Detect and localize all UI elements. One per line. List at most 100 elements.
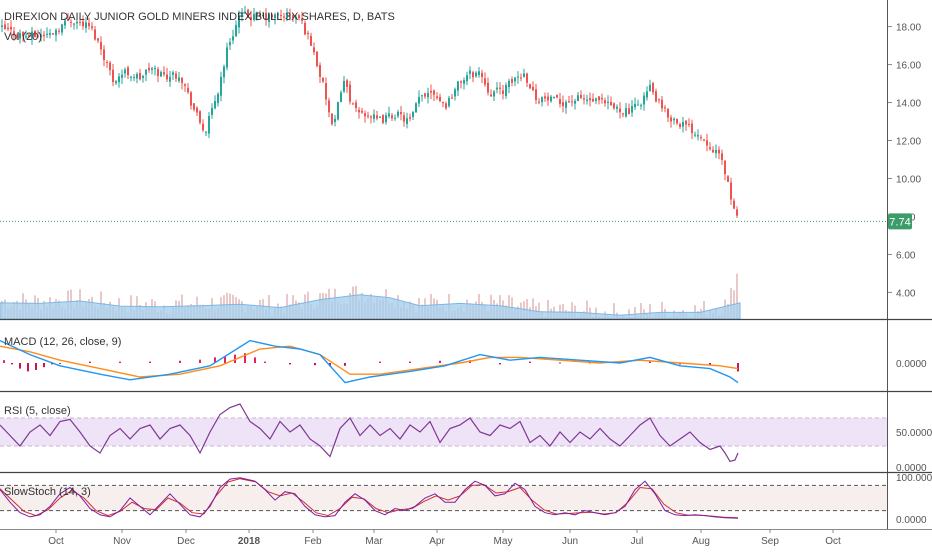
last-price-badge: 7.74	[888, 213, 912, 230]
macd-histogram-bar	[649, 361, 651, 363]
macd-histogram-bar	[264, 361, 266, 363]
candle-body	[511, 79, 513, 83]
candle-body	[25, 36, 27, 38]
candle-body	[412, 112, 414, 118]
price-candles	[1, 5, 738, 218]
macd-histogram-bar	[329, 363, 331, 367]
candle-body	[535, 89, 537, 101]
candle-body	[205, 131, 207, 133]
candle-body	[388, 113, 390, 117]
candle-body	[280, 15, 282, 17]
candle-body	[133, 77, 135, 79]
macd-histogram-bar	[379, 361, 381, 363]
candle-body	[289, 14, 291, 16]
candle-body	[613, 103, 615, 109]
stoch-pane: SlowStoch (14, 3) 100.0000 0.0000	[0, 473, 932, 526]
candle-body	[577, 95, 579, 101]
candle-body	[562, 102, 564, 107]
candle-body	[148, 67, 150, 71]
price-tick-label: 14.00	[896, 99, 921, 110]
time-tick-label: Oct	[48, 536, 64, 547]
candle-body	[583, 98, 585, 100]
macd-histogram-bar	[214, 357, 216, 363]
time-tick-label: Apr	[429, 536, 445, 547]
candle-body	[346, 80, 348, 87]
macd-histogram-bar	[314, 363, 316, 366]
candle-body	[358, 109, 360, 113]
candle-body	[184, 84, 186, 86]
candle-body	[478, 71, 480, 76]
price-tick-label: 10.00	[896, 174, 921, 185]
volume-bar	[649, 304, 651, 319]
candle-body	[508, 80, 510, 88]
candle-body	[667, 108, 669, 118]
candle-body	[376, 115, 378, 119]
candle-body	[484, 78, 486, 85]
candle-body	[115, 81, 117, 84]
price-tick-label: 18.00	[896, 23, 921, 34]
candle-body	[154, 68, 156, 70]
macd-histogram-bar	[59, 363, 61, 364]
candle-body	[58, 30, 60, 32]
candle-body	[406, 118, 408, 124]
candle-body	[313, 47, 315, 53]
candle-body	[202, 123, 204, 131]
candle-body	[271, 14, 273, 18]
candle-body	[79, 21, 81, 23]
macd-histogram-bar	[439, 360, 441, 363]
candle-body	[112, 69, 114, 83]
candle-body	[430, 90, 432, 93]
candle-body	[250, 17, 252, 20]
candle-body	[700, 137, 702, 139]
candle-body	[568, 101, 570, 103]
candle-body	[163, 72, 165, 75]
pane-separators	[0, 0, 932, 530]
candle-body	[439, 96, 441, 102]
volume-bar	[562, 304, 564, 319]
candle-body	[226, 47, 228, 68]
candle-body	[436, 96, 438, 98]
volume-bar	[526, 299, 528, 319]
time-tick-label: Mar	[365, 536, 383, 547]
candle-body	[301, 18, 303, 21]
candle-body	[1, 25, 3, 27]
macd-histogram-bar	[27, 363, 29, 372]
candle-body	[622, 113, 624, 115]
rsi-line	[0, 403, 739, 463]
candle-body	[256, 13, 258, 16]
candle-body	[319, 65, 321, 77]
candle-body	[646, 91, 648, 98]
candle-body	[712, 149, 714, 153]
candle-body	[316, 51, 318, 67]
candle-body	[559, 99, 561, 105]
candle-body	[166, 74, 168, 80]
candle-body	[73, 23, 75, 25]
candle-body	[364, 113, 366, 117]
time-tick-label: Oct	[825, 536, 841, 547]
candle-body	[676, 119, 678, 124]
candle-body	[628, 108, 630, 115]
candle-body	[550, 96, 552, 102]
candle-body	[190, 92, 192, 106]
price-tick-label: 4.00	[896, 288, 916, 299]
volume-bar	[571, 302, 573, 319]
candle-body	[151, 68, 153, 70]
macd-histogram	[3, 353, 739, 372]
candle-body	[715, 149, 717, 154]
candle-body	[253, 14, 255, 20]
candle-body	[706, 140, 708, 146]
candle-body	[382, 115, 384, 123]
volume-bar	[640, 303, 642, 319]
candle-body	[469, 70, 471, 74]
candle-body	[661, 99, 663, 109]
macd-histogram-bar	[51, 363, 53, 365]
candle-body	[649, 84, 651, 92]
candle-body	[22, 31, 24, 37]
candle-body	[244, 11, 246, 14]
candle-body	[502, 90, 504, 94]
candle-body	[391, 115, 393, 119]
candle-body	[181, 78, 183, 83]
candle-body	[211, 107, 213, 115]
